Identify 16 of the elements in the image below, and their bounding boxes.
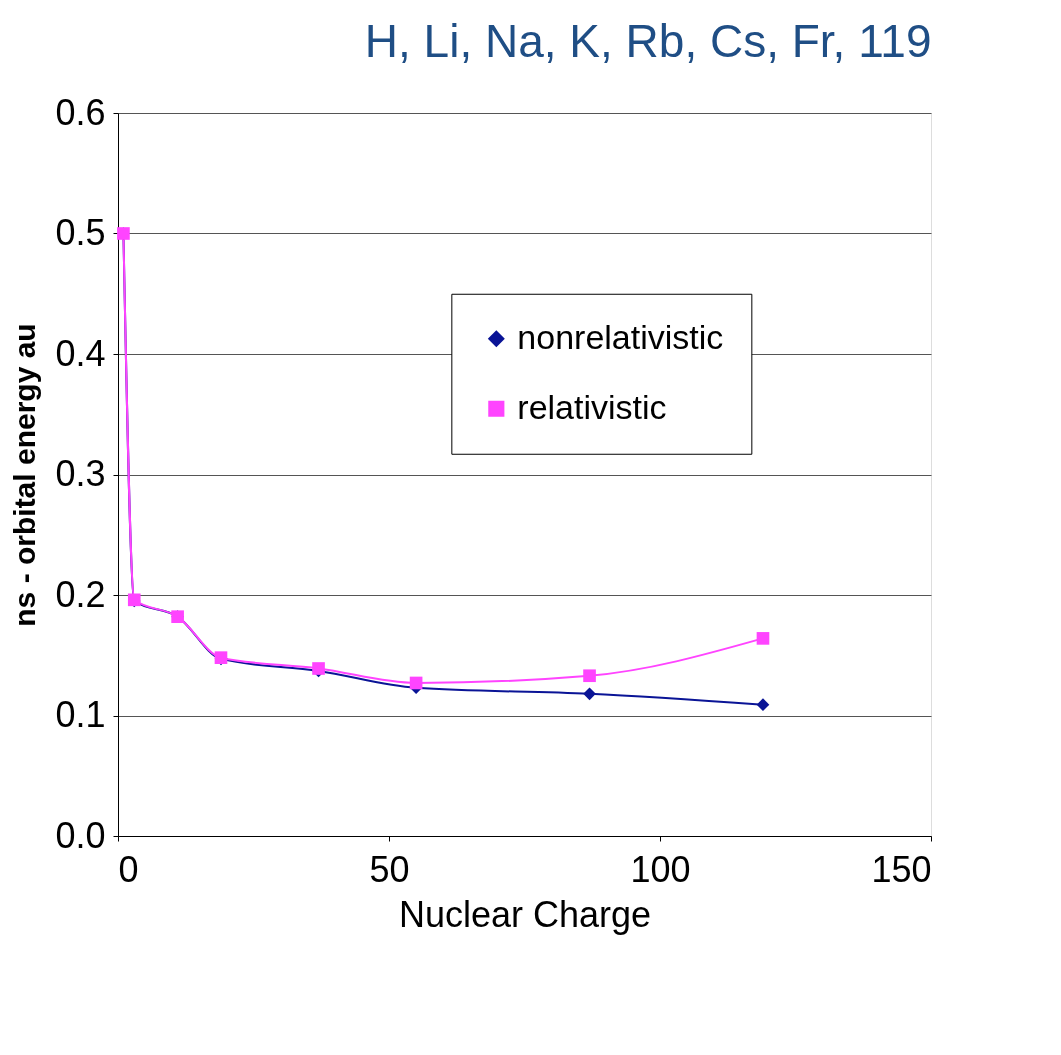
y-tick-label: 0.6 [55,91,106,133]
y-tick-label: 0.2 [55,573,106,615]
x-tick-label: 50 [369,848,410,890]
x-tick-label: 100 [630,848,691,890]
y-tick-label: 0.5 [55,212,106,253]
chart-title: H, Li, Na, K, Rb, Cs, Fr, 119 [364,15,932,67]
legend-label: relativistic [517,387,667,426]
y-tick-label: 0.4 [55,332,106,374]
y-tick-label: 0.0 [55,814,106,856]
y-tick-label: 0.1 [55,694,106,735]
y-tick-label: 0.3 [55,453,106,494]
x-tick-label: 0 [118,848,139,890]
legend-label: nonrelativistic [517,317,724,356]
x-axis-title: Nuclear Charge [398,893,652,935]
x-tick-label: 150 [871,848,932,890]
y-axis-title: ns - orbital energy au [8,323,42,627]
